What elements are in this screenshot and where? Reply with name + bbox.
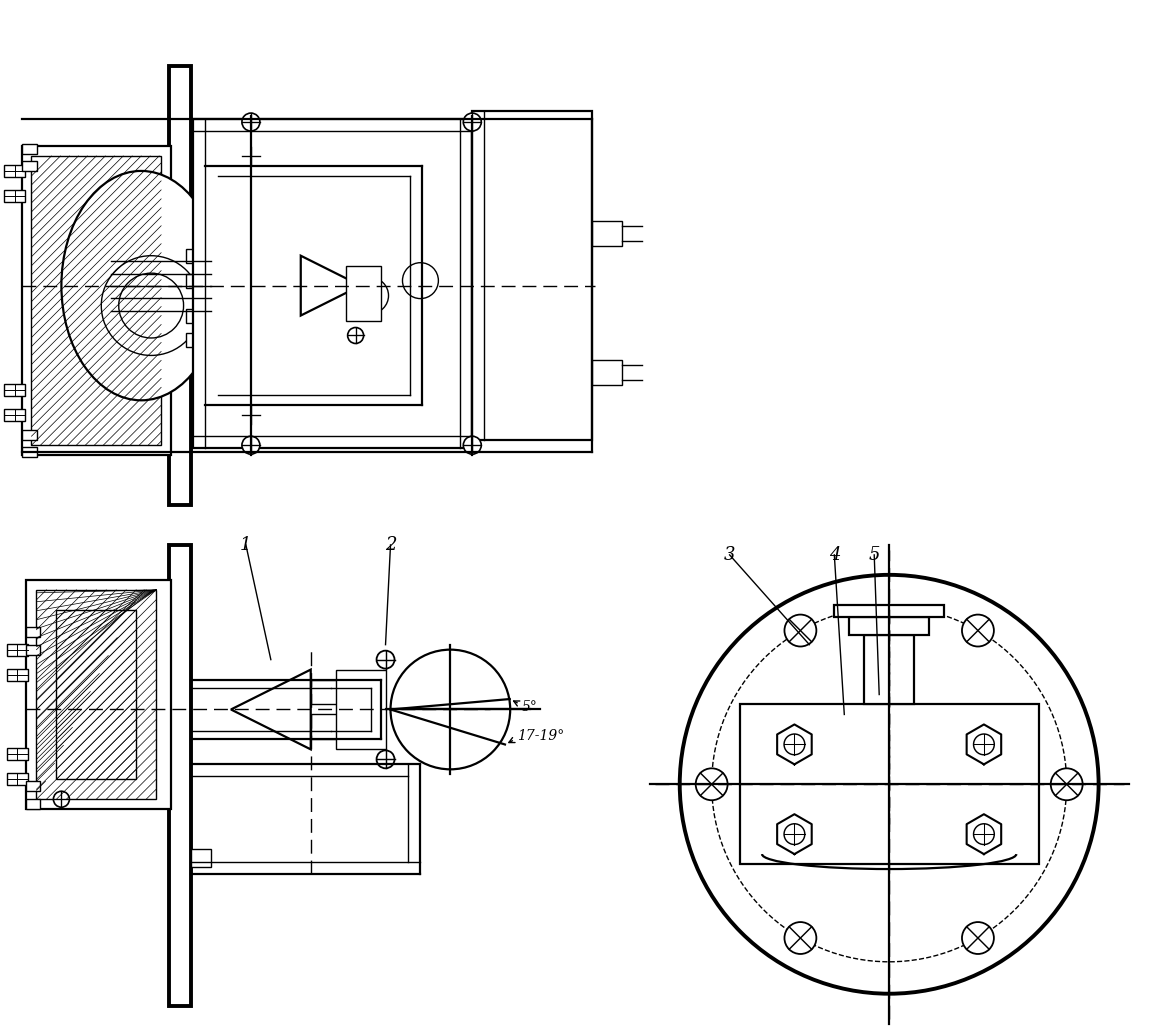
Text: 4: 4 — [829, 545, 840, 564]
Ellipse shape — [101, 256, 201, 355]
Circle shape — [785, 615, 816, 647]
Text: 17-19°: 17-19° — [517, 730, 565, 743]
Text: 3: 3 — [724, 545, 736, 564]
Text: 5: 5 — [868, 545, 880, 564]
Bar — [335, 670, 385, 749]
Bar — [186, 273, 217, 288]
Bar — [169, 544, 191, 1006]
Bar — [27, 645, 41, 654]
Bar — [21, 431, 37, 440]
Bar — [27, 627, 41, 637]
Text: 2: 2 — [385, 536, 396, 554]
Circle shape — [785, 734, 804, 755]
Circle shape — [463, 436, 481, 454]
Circle shape — [680, 574, 1099, 994]
Bar — [311, 714, 350, 739]
Circle shape — [54, 792, 70, 807]
Polygon shape — [230, 670, 311, 749]
Circle shape — [390, 650, 510, 769]
Circle shape — [463, 113, 481, 131]
Circle shape — [961, 615, 994, 647]
Bar — [835, 604, 944, 617]
Circle shape — [242, 147, 260, 165]
Bar — [21, 161, 37, 171]
Bar — [864, 634, 914, 705]
Text: 1: 1 — [240, 536, 251, 554]
Bar — [186, 333, 217, 348]
Bar — [592, 360, 622, 385]
Circle shape — [1051, 768, 1083, 800]
Circle shape — [696, 768, 728, 800]
Circle shape — [973, 824, 994, 845]
Circle shape — [348, 327, 363, 344]
Bar — [36, 590, 156, 799]
Circle shape — [376, 651, 395, 669]
Bar — [186, 248, 217, 263]
Circle shape — [242, 436, 260, 454]
Bar — [31, 156, 161, 445]
Bar — [3, 189, 26, 202]
Bar — [186, 308, 217, 323]
Ellipse shape — [62, 171, 221, 401]
Bar — [21, 146, 171, 455]
Bar — [21, 144, 37, 154]
Bar — [191, 849, 211, 867]
Bar — [739, 705, 1038, 864]
Circle shape — [403, 263, 439, 298]
Bar — [346, 266, 381, 321]
Bar — [21, 447, 37, 457]
Bar — [7, 773, 28, 786]
Circle shape — [353, 277, 389, 314]
Circle shape — [376, 750, 395, 768]
Bar — [7, 644, 28, 655]
Circle shape — [973, 734, 994, 755]
Bar — [3, 165, 26, 177]
Bar — [27, 781, 41, 792]
Circle shape — [961, 922, 994, 954]
Bar — [7, 748, 28, 761]
Bar — [169, 66, 191, 505]
Circle shape — [242, 113, 260, 131]
Bar — [3, 409, 26, 421]
Bar — [473, 111, 592, 440]
Bar — [27, 580, 171, 809]
Bar — [592, 220, 622, 245]
Ellipse shape — [119, 273, 184, 338]
Bar — [193, 119, 473, 448]
Bar — [3, 384, 26, 396]
Bar — [850, 617, 929, 634]
Circle shape — [785, 824, 804, 845]
Bar — [311, 680, 350, 705]
Circle shape — [711, 607, 1066, 962]
Circle shape — [785, 922, 816, 954]
Bar — [27, 799, 41, 809]
Polygon shape — [300, 256, 361, 316]
Text: 5°: 5° — [521, 700, 538, 714]
Circle shape — [242, 407, 260, 424]
Bar — [56, 610, 136, 779]
Bar — [7, 669, 28, 681]
